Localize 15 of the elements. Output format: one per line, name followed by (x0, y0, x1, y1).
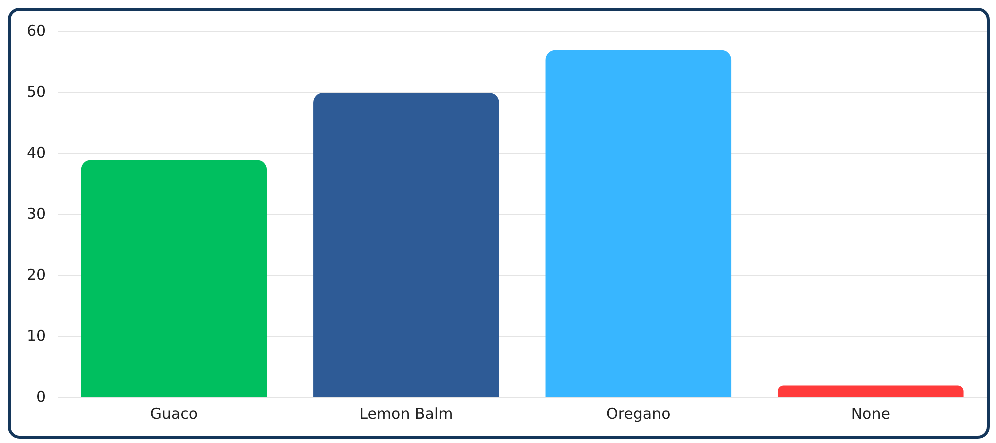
x-tick-label: Lemon Balm (360, 404, 454, 423)
bar (81, 160, 268, 398)
y-tick-label: 20 (26, 266, 46, 284)
y-tick-label: 10 (26, 326, 46, 345)
y-tick-label: 0 (36, 388, 46, 406)
x-tick-label: None (851, 404, 890, 423)
x-tick-label: Oregano (606, 404, 671, 423)
y-tick-label: 40 (26, 144, 46, 162)
y-tick-label: 50 (26, 82, 46, 101)
x-tick-label: Guaco (150, 404, 198, 423)
bar (314, 93, 500, 398)
y-tick-label: 60 (26, 22, 46, 40)
y-tick-label: 30 (26, 204, 46, 223)
bar (778, 386, 964, 398)
bar (546, 50, 732, 398)
